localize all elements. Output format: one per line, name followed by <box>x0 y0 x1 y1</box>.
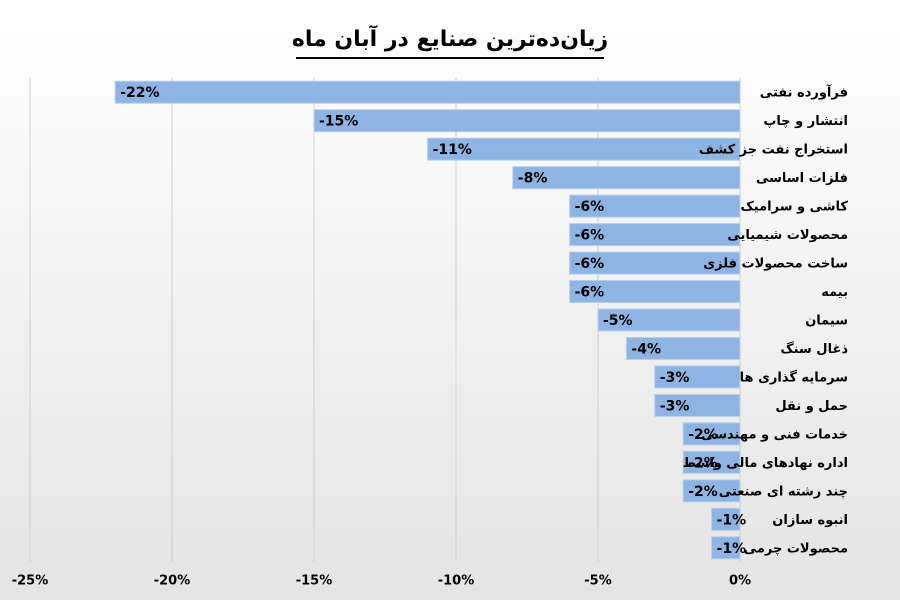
value-label: -3% <box>660 398 690 414</box>
bar <box>114 80 741 104</box>
bar <box>569 280 741 304</box>
value-label: -8% <box>518 171 548 187</box>
chart-title: زیان‌ده‌ترین صنایع در آبان ماه <box>292 24 608 52</box>
bar <box>654 365 741 389</box>
value-label: -5% <box>603 313 633 329</box>
y-tick-label: حمل و نقل <box>775 399 848 414</box>
x-tick-label: -20% <box>154 574 191 589</box>
value-label: -2% <box>688 455 718 471</box>
value-label: -3% <box>660 370 690 386</box>
bar <box>597 308 741 332</box>
y-tick-label: سرمایه گذاری ها <box>740 369 848 385</box>
y-tick-label: کاشی و سرامیک <box>740 200 848 215</box>
value-label: -6% <box>575 285 605 301</box>
y-tick-label: خدمات فنی و مهندسی <box>701 427 848 442</box>
bar <box>625 336 741 360</box>
bar <box>654 393 741 417</box>
value-label: -6% <box>575 256 605 272</box>
bar <box>711 536 741 560</box>
value-label: -2% <box>688 427 718 443</box>
bar <box>512 166 741 190</box>
y-tick-label: استخراج نفت جز کشف <box>699 143 848 158</box>
bar <box>569 223 741 247</box>
bar <box>313 109 741 133</box>
y-tick-label: انبوه سازان <box>772 513 848 528</box>
bar <box>682 479 741 503</box>
value-label: -6% <box>575 228 605 244</box>
y-tick-label: بیمه <box>821 285 848 300</box>
x-tick-label: -5% <box>584 574 611 589</box>
bar <box>569 251 741 275</box>
y-tick-label: فلزات اساسی <box>756 171 848 186</box>
bar <box>682 450 741 474</box>
x-tick-label: -25% <box>12 574 49 589</box>
y-tick-label: ذغال سنگ <box>780 341 848 357</box>
value-label: -4% <box>631 341 661 357</box>
x-tick-label: -15% <box>296 574 333 589</box>
x-tick-label: 0% <box>729 574 751 589</box>
y-tick-label: محصولات شیمیایی <box>727 228 848 243</box>
y-tick-label: انتشار و چاپ <box>763 114 848 129</box>
bar <box>427 137 741 161</box>
x-tick-label: -10% <box>438 574 475 589</box>
value-label: -11% <box>433 142 472 158</box>
value-label: -1% <box>717 541 747 557</box>
y-tick-label: اداره نهادهای مالی واسط <box>683 456 848 471</box>
value-label: -22% <box>120 85 159 101</box>
y-tick-label: فرآورده نفتی <box>760 84 848 101</box>
y-tick-label: چند رشته ای صنعتی <box>719 484 848 499</box>
value-label: -2% <box>688 484 718 500</box>
bar <box>711 507 741 531</box>
value-label: -6% <box>575 199 605 215</box>
value-label: -15% <box>319 114 358 130</box>
value-label: -1% <box>717 512 747 528</box>
y-tick-label: ساخت محصولات فلزی <box>703 257 848 272</box>
bar <box>682 422 741 446</box>
bar <box>569 194 741 218</box>
y-tick-label: محصولات چرمی <box>744 541 848 556</box>
y-tick-label: سیمان <box>805 314 848 329</box>
